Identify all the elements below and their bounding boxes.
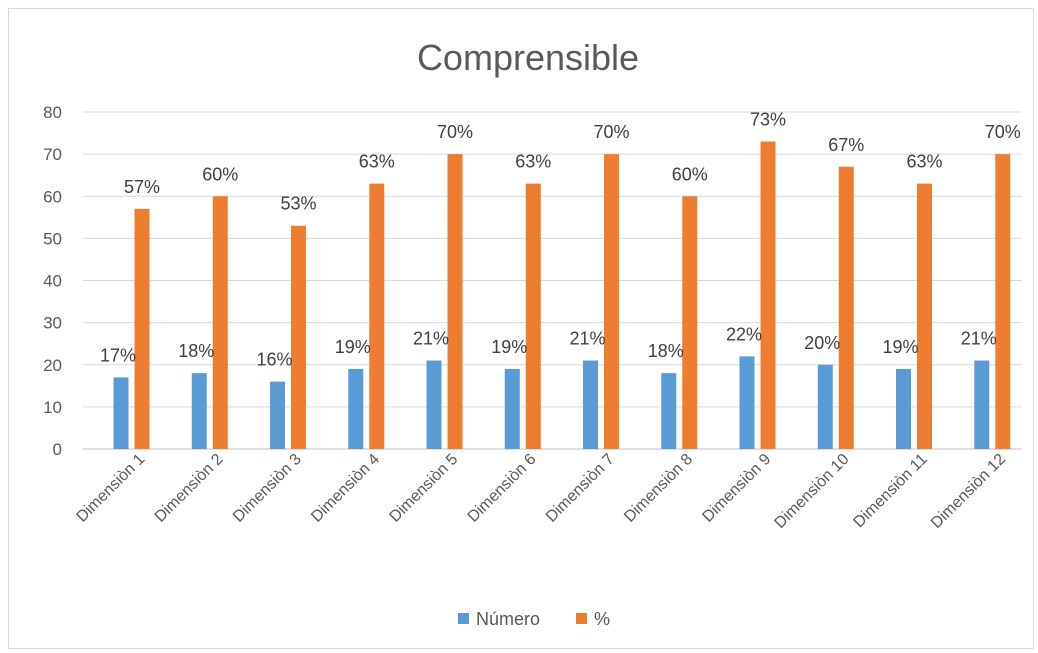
y-tick-label: 50 xyxy=(43,229,62,248)
data-label: 67% xyxy=(828,135,864,155)
y-tick-label: 10 xyxy=(43,398,62,417)
bar-numero xyxy=(191,373,207,449)
legend-label-percent: % xyxy=(594,609,610,629)
y-tick-label: 60 xyxy=(43,187,62,206)
bar-percent xyxy=(369,183,385,450)
data-label: 22% xyxy=(726,324,762,344)
data-label: 70% xyxy=(437,122,473,142)
bar-percent xyxy=(604,154,620,449)
data-label: 57% xyxy=(124,177,160,197)
y-tick-label: 20 xyxy=(43,356,62,375)
data-label: 21% xyxy=(961,329,997,349)
y-axis-ticks: 0 10 20 30 40 50 60 70 80 xyxy=(43,103,62,459)
data-label: 21% xyxy=(569,329,605,349)
data-label: 60% xyxy=(672,164,708,184)
bar-numero xyxy=(817,364,833,449)
bars xyxy=(113,141,1011,450)
y-tick-label: 40 xyxy=(43,272,62,291)
legend-label-numero: Número xyxy=(476,609,540,629)
x-category-label: Dimensiòn 5 xyxy=(386,451,461,526)
x-category-label: Dimensiòn 4 xyxy=(308,451,383,526)
legend-swatch-percent xyxy=(576,613,587,624)
data-label: 73% xyxy=(750,109,786,129)
data-label: 18% xyxy=(648,341,684,361)
bar-numero xyxy=(974,360,990,449)
data-label: 18% xyxy=(178,341,214,361)
y-tick-label: 0 xyxy=(53,440,62,459)
bar-numero xyxy=(426,360,442,449)
legend: Número % xyxy=(458,609,610,629)
x-category-label: Dimensiòn 11 xyxy=(850,451,930,531)
chart-title: Comprensible xyxy=(417,37,639,78)
bar-percent xyxy=(447,154,463,449)
bar-percent xyxy=(838,166,854,449)
x-category-label: Dimensiòn 10 xyxy=(771,451,852,532)
data-label: 21% xyxy=(413,329,449,349)
x-category-label: Dimensiòn 1 xyxy=(73,451,148,526)
bar-numero xyxy=(739,356,755,449)
bar-numero xyxy=(583,360,599,449)
bar-numero xyxy=(896,368,912,449)
bar-percent xyxy=(995,154,1011,449)
data-label: 70% xyxy=(985,122,1021,142)
data-label: 17% xyxy=(100,345,136,365)
data-label: 20% xyxy=(804,333,840,353)
bar-numero xyxy=(113,377,129,449)
data-label: 63% xyxy=(359,152,395,172)
x-category-label: Dimensiòn 7 xyxy=(543,451,618,526)
gridlines xyxy=(83,111,1022,450)
bar-numero xyxy=(348,368,364,449)
bar-percent xyxy=(134,208,150,449)
y-tick-label: 80 xyxy=(43,103,62,122)
x-axis-categories: Dimensiòn 1 Dimensiòn 2 Dimensiòn 3 Dimensi… xyxy=(73,451,1009,532)
bar-percent xyxy=(760,141,776,450)
bar-percent xyxy=(682,196,698,449)
chart-frame xyxy=(8,8,1034,649)
data-label: 63% xyxy=(515,152,551,172)
x-category-label: Dimensiòn 2 xyxy=(152,451,227,526)
data-label: 70% xyxy=(593,122,629,142)
legend-swatch-numero xyxy=(458,613,469,624)
bar-numero xyxy=(504,368,520,449)
x-category-label: Dimensiòn 12 xyxy=(928,451,1009,532)
data-label: 53% xyxy=(280,194,316,214)
data-label: 19% xyxy=(491,337,527,357)
y-tick-label: 70 xyxy=(43,145,62,164)
bar-percent xyxy=(291,225,307,449)
data-label: 63% xyxy=(906,152,942,172)
bar-numero xyxy=(661,373,677,449)
data-label: 16% xyxy=(256,350,292,370)
bar-numero xyxy=(270,381,286,449)
data-label: 19% xyxy=(882,337,918,357)
x-category-label: Dimensiòn 9 xyxy=(699,451,774,526)
y-tick-label: 30 xyxy=(43,314,62,333)
data-label: 60% xyxy=(202,164,238,184)
data-label: 19% xyxy=(335,337,371,357)
bar-percent xyxy=(212,196,228,449)
data-labels: 17% 57% 18% 60% 16% 53% 19% 63% 21% 70% 19% 63% 21% 7… xyxy=(100,109,1021,369)
bar-percent xyxy=(917,183,933,450)
x-category-label: Dimensiòn 8 xyxy=(621,451,696,526)
x-category-label: Dimensiòn 6 xyxy=(465,451,540,526)
x-category-label: Dimensiòn 3 xyxy=(230,451,305,526)
bar-percent xyxy=(525,183,541,450)
